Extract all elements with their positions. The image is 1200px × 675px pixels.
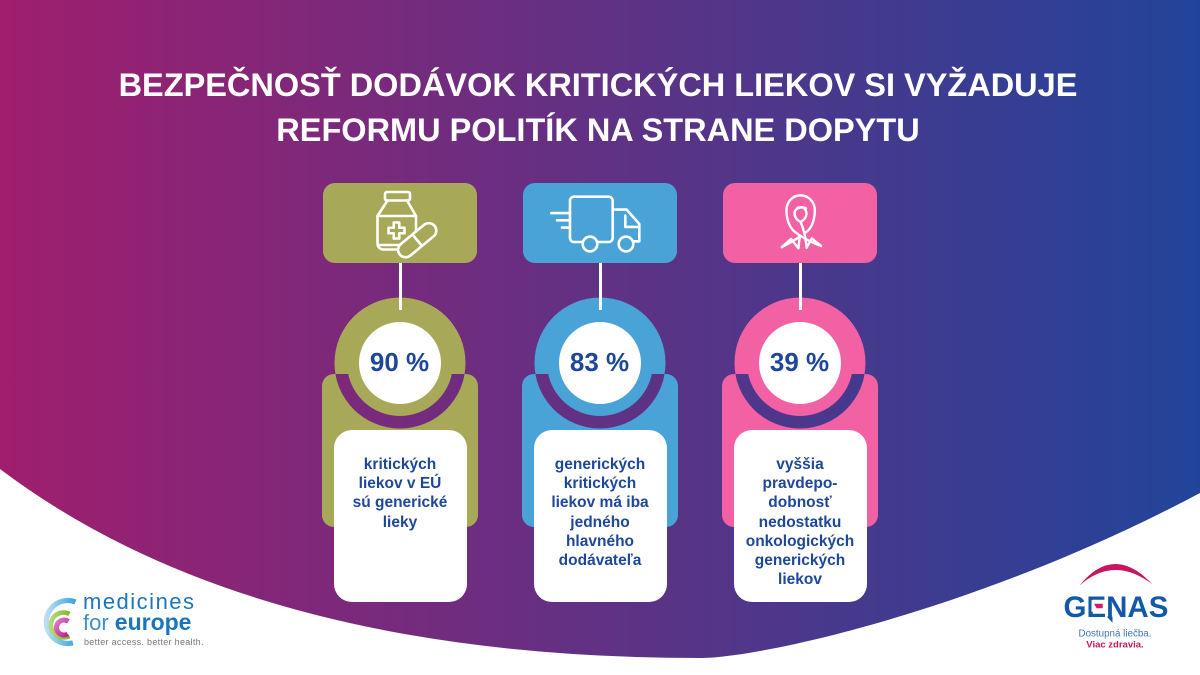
svg-text:Viac zdravia.: Viac zdravia. xyxy=(1086,639,1143,650)
svg-text:GENAS: GENAS xyxy=(1064,591,1169,624)
svg-text:Dostupná liečba.: Dostupná liečba. xyxy=(1079,629,1152,640)
